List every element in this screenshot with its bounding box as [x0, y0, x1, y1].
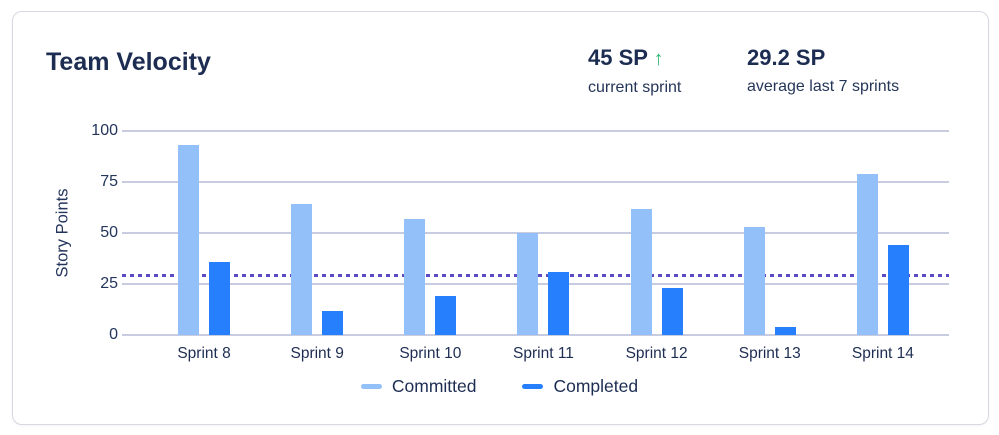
x-tick-sprint-13: Sprint 13 [738, 345, 801, 362]
bar-committed-sprint-12 [630, 208, 652, 335]
stat-average-sprints: 29.2 SP average last 7 sprints [747, 45, 899, 96]
x-tick-sprint-11: Sprint 11 [513, 345, 574, 362]
bar-completed-sprint-10 [435, 296, 457, 335]
stat-current-number: 45 SP [588, 45, 648, 70]
stat-average-value: 29.2 SP [747, 45, 899, 71]
bar-committed-sprint-14 [856, 173, 878, 335]
bar-committed-sprint-8 [178, 145, 200, 335]
trend-up-arrow-icon: ↑ [653, 48, 664, 70]
bar-completed-sprint-14 [887, 245, 909, 335]
velocity-card [12, 11, 989, 425]
bar-committed-sprint-9 [291, 204, 313, 335]
legend-item-committed: Committed [360, 376, 477, 397]
x-tick-sprint-9: Sprint 9 [290, 345, 344, 362]
x-tick-sprint-12: Sprint 12 [625, 345, 688, 362]
stat-current-sprint: 45 SP ↑ current sprint [588, 45, 681, 97]
x-tick-sprint-14: Sprint 14 [851, 345, 914, 362]
x-tick-sprint-8: Sprint 8 [177, 345, 231, 362]
y-axis-label: Story Points [53, 188, 72, 278]
y-tick-75: 75 [100, 173, 118, 190]
y-tick-50: 50 [100, 224, 118, 241]
bar-completed-sprint-9 [322, 310, 344, 335]
bar-committed-sprint-11 [517, 233, 539, 335]
bar-completed-sprint-12 [661, 288, 683, 335]
y-tick-25: 25 [100, 275, 118, 292]
stat-current-label: current sprint [588, 79, 682, 96]
legend-label-completed: Completed [553, 376, 639, 396]
y-tick-0: 0 [109, 326, 118, 343]
bar-completed-sprint-11 [548, 271, 570, 335]
legend-label-committed: Committed [391, 376, 477, 396]
bar-completed-sprint-8 [209, 261, 231, 335]
bar-committed-sprint-10 [404, 218, 426, 335]
gridline-0 [122, 334, 949, 336]
stat-average-label: average last 7 sprints [747, 78, 900, 95]
legend-marker-completed-icon [522, 384, 544, 389]
page-title: Team Velocity [46, 48, 211, 76]
y-tick-100: 100 [91, 122, 118, 139]
gridline-100 [122, 130, 949, 132]
legend-item-completed: Completed [522, 376, 638, 397]
bar-completed-sprint-13 [774, 326, 796, 335]
chart-legend: Committed Completed [0, 376, 999, 397]
bar-committed-sprint-13 [743, 226, 765, 335]
stat-current-value: 45 SP ↑ [588, 45, 681, 72]
x-tick-sprint-10: Sprint 10 [399, 345, 462, 362]
stat-average-number: 29.2 SP [747, 45, 826, 70]
gridline-75 [122, 181, 949, 183]
legend-marker-committed-icon [360, 384, 382, 389]
